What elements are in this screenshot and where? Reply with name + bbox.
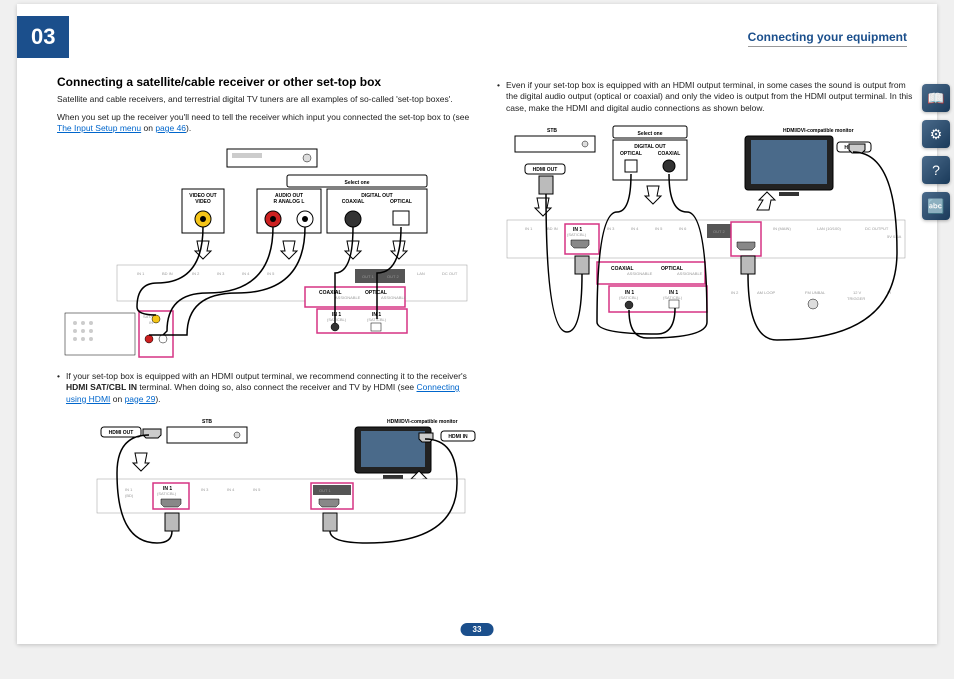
svg-text:IN 1: IN 1 xyxy=(525,226,533,231)
svg-text:LAN: LAN xyxy=(417,271,425,276)
svg-text:IN 5: IN 5 xyxy=(253,487,261,492)
svg-text:R ANALOG L: R ANALOG L xyxy=(274,199,305,205)
svg-text:ASSIGNABLE: ASSIGNABLE xyxy=(335,295,361,300)
svg-text:DC OUTPUT: DC OUTPUT xyxy=(865,226,889,231)
svg-text:IN 3: IN 3 xyxy=(217,271,225,276)
svg-text:(SAT/CBL): (SAT/CBL) xyxy=(663,295,683,300)
manual-icon[interactable]: 📖 xyxy=(922,84,950,112)
svg-text:FM UNBAL: FM UNBAL xyxy=(805,290,826,295)
page-29-link[interactable]: page 29 xyxy=(125,394,156,404)
page-number: 33 xyxy=(461,623,494,636)
svg-text:AM LOOP: AM LOOP xyxy=(757,290,776,295)
svg-text:OUT 1: OUT 1 xyxy=(362,274,374,279)
svg-text:OUT 1: OUT 1 xyxy=(319,488,331,493)
svg-text:IN 1: IN 1 xyxy=(125,487,133,492)
help-icon[interactable]: ? xyxy=(922,156,950,184)
diagram-analog: Select one VIDEO OUT VIDEO AUDIO OUT R A… xyxy=(57,143,477,363)
svg-text:IN 5: IN 5 xyxy=(655,226,663,231)
svg-text:IN 1: IN 1 xyxy=(137,271,145,276)
intro-1: Satellite and cable receivers, and terre… xyxy=(57,94,477,105)
glossary-icon[interactable]: 🔤 xyxy=(922,192,950,220)
svg-text:IN 4: IN 4 xyxy=(242,271,250,276)
svg-text:HDMI OUT: HDMI OUT xyxy=(109,430,134,436)
svg-text:BD IN: BD IN xyxy=(162,271,173,276)
svg-text:DIGITAL OUT: DIGITAL OUT xyxy=(634,144,665,150)
svg-text:HDMI/DVI-compatible monitor: HDMI/DVI-compatible monitor xyxy=(783,128,854,134)
svg-text:LAN (10/100): LAN (10/100) xyxy=(817,226,841,231)
svg-text:COAXIAL: COAXIAL xyxy=(342,199,365,205)
select-one-label: Select one xyxy=(344,180,369,186)
svg-text:HDMI OUT: HDMI OUT xyxy=(533,167,558,173)
svg-text:IN 3: IN 3 xyxy=(201,487,209,492)
svg-text:ASSIGNABLE: ASSIGNABLE xyxy=(627,271,653,276)
svg-text:OUT 2: OUT 2 xyxy=(713,229,725,234)
svg-text:(SAT/CBL): (SAT/CBL) xyxy=(619,295,639,300)
section-title: Connecting a satellite/cable receiver or… xyxy=(57,74,477,90)
svg-text:IN 2: IN 2 xyxy=(192,271,200,276)
svg-text:Select one: Select one xyxy=(637,131,662,137)
svg-text:IN 4: IN 4 xyxy=(227,487,235,492)
svg-text:STB: STB xyxy=(547,128,557,134)
svg-text:IN (MAIN): IN (MAIN) xyxy=(773,226,791,231)
svg-text:IN 3: IN 3 xyxy=(607,226,615,231)
svg-text:5V 0.6A: 5V 0.6A xyxy=(887,234,902,239)
svg-text:IN 4: IN 4 xyxy=(631,226,639,231)
svg-text:IN 6: IN 6 xyxy=(679,226,687,231)
svg-text:(SAT/CBL): (SAT/CBL) xyxy=(327,317,347,322)
input-setup-link[interactable]: The Input Setup menu xyxy=(57,123,141,133)
svg-text:TRIGGER: TRIGGER xyxy=(847,296,865,301)
svg-text:ASSIGNABLE: ASSIGNABLE xyxy=(381,295,407,300)
svg-text:VIDEO: VIDEO xyxy=(195,199,211,205)
bullet-hdmi-recommend: If your set-top box is equipped with an … xyxy=(57,371,477,405)
left-column: Connecting a satellite/cable receiver or… xyxy=(57,74,477,561)
svg-text:(SAT/CBL): (SAT/CBL) xyxy=(567,232,587,237)
page-46-link[interactable]: page 46 xyxy=(155,123,186,133)
svg-text:12 V: 12 V xyxy=(853,290,862,295)
svg-text:OPTICAL: OPTICAL xyxy=(390,199,412,205)
svg-text:OUT 2: OUT 2 xyxy=(387,274,399,279)
chapter-badge: 03 xyxy=(17,16,69,58)
side-nav: 📖 ⚙ ? 🔤 xyxy=(922,84,950,220)
svg-text:HDMI/DVI-compatible monitor: HDMI/DVI-compatible monitor xyxy=(387,419,458,425)
svg-text:(SAT/CBL): (SAT/CBL) xyxy=(157,491,177,496)
svg-text:STB: STB xyxy=(202,419,212,425)
svg-text:IN 5: IN 5 xyxy=(267,271,275,276)
svg-text:DC OUT: DC OUT xyxy=(442,271,458,276)
diagram-hdmi: STB HDMI OUT HDMI/DVI-compatible monitor xyxy=(57,413,477,553)
intro-2: When you set up the receiver you'll need… xyxy=(57,112,477,135)
svg-text:IN 2: IN 2 xyxy=(731,290,739,295)
svg-text:OPTICAL: OPTICAL xyxy=(620,151,642,157)
svg-text:HDMI IN: HDMI IN xyxy=(448,434,468,440)
bullet-hdmi-audio: Even if your set-top box is equipped wit… xyxy=(497,80,917,114)
svg-text:BD IN: BD IN xyxy=(547,226,558,231)
settings-icon[interactable]: ⚙ xyxy=(922,120,950,148)
header-title: Connecting your equipment xyxy=(748,30,907,47)
svg-text:ASSIGNABLE: ASSIGNABLE xyxy=(677,271,703,276)
svg-text:DIGITAL OUT: DIGITAL OUT xyxy=(361,193,392,199)
diagram-hdmi-audio: STB Select one DIGITAL OUT OPTICAL COAXI… xyxy=(497,122,917,352)
svg-text:(BD): (BD) xyxy=(125,493,134,498)
svg-text:COAXIAL: COAXIAL xyxy=(658,151,681,157)
right-column: Even if your set-top box is equipped wit… xyxy=(497,74,917,561)
